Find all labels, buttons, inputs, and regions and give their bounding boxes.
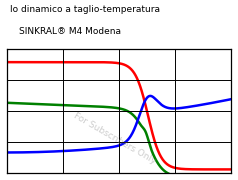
Text: lo dinamico a taglio-temperatura: lo dinamico a taglio-temperatura [10,5,159,14]
Text: For Subscribers Only: For Subscribers Only [72,111,157,165]
Text: SINKRAL® M4 Modena: SINKRAL® M4 Modena [19,27,121,36]
